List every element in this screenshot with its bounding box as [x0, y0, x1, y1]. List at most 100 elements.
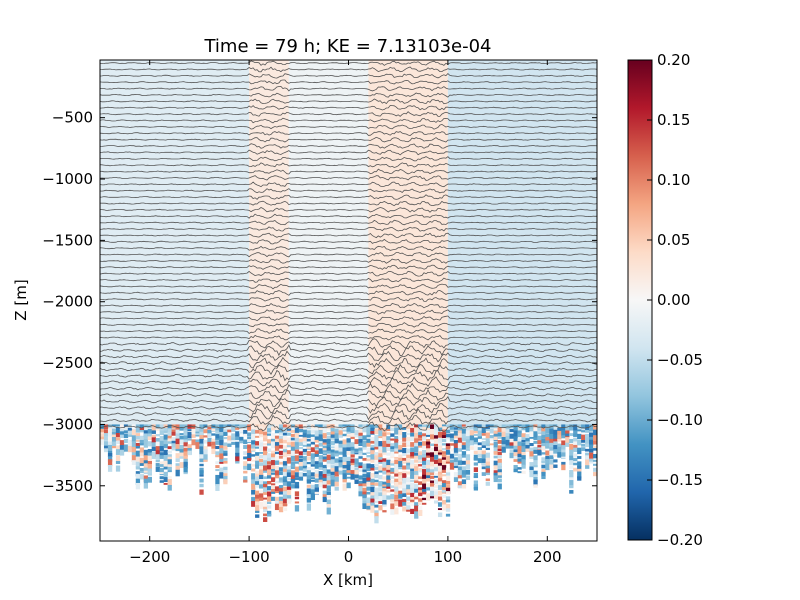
field-cell [589, 461, 594, 464]
field-cell [410, 442, 415, 447]
field-cell [394, 451, 399, 454]
field-cell [386, 475, 391, 481]
field-cell [314, 447, 319, 450]
field-cell [231, 433, 236, 441]
field-cell [314, 444, 319, 450]
y-tick-label: −3500 [42, 477, 93, 495]
field-cell [414, 446, 419, 453]
contour-line [100, 73, 597, 79]
field-cell [553, 445, 558, 451]
field-cell [342, 424, 347, 427]
field-cell [394, 442, 399, 450]
field-cell [314, 487, 319, 495]
field-cell [533, 465, 538, 468]
field-cell [270, 444, 276, 449]
field-cell [445, 484, 451, 489]
field-cell [263, 450, 268, 458]
field-cell [449, 453, 455, 459]
field-cell [326, 480, 331, 485]
field-cell [259, 429, 264, 437]
field-cell [386, 429, 391, 432]
field-cell [155, 466, 160, 472]
field-cell [139, 439, 145, 445]
field-cell [370, 505, 375, 513]
field-cell [103, 429, 109, 435]
field-cell [529, 466, 534, 473]
field-cell [346, 427, 351, 434]
field-cell [541, 464, 546, 469]
field-cell [505, 436, 510, 443]
field-cell [485, 468, 490, 475]
field-cell [286, 465, 292, 471]
field-cell [533, 449, 538, 454]
field-cell [489, 443, 494, 446]
field-cell [147, 428, 152, 436]
field-cell [147, 476, 152, 483]
field-cell [270, 427, 276, 431]
field-cell [255, 476, 260, 483]
field-cell [282, 439, 288, 444]
field-cell [513, 468, 518, 473]
field-cell [430, 443, 435, 446]
field-cell [378, 470, 383, 473]
field-cell [223, 431, 228, 436]
field-cell [370, 502, 375, 508]
field-cell [159, 480, 164, 483]
field-cell [199, 435, 204, 440]
field-cell [386, 436, 391, 442]
field-cell [493, 475, 498, 483]
field-cell [167, 431, 172, 436]
contour-line [100, 302, 597, 309]
field-cell [314, 473, 319, 478]
field-cell [406, 462, 411, 466]
field-cell [342, 439, 347, 446]
field-cell [107, 453, 113, 458]
field-cell [461, 470, 467, 477]
field-cell [433, 479, 439, 485]
field-cell [263, 509, 268, 513]
field-cell [298, 438, 304, 443]
field-cell [322, 468, 327, 475]
field-cell [207, 433, 212, 438]
contour-line [100, 382, 597, 394]
field-cell [414, 494, 419, 499]
field-cell [477, 450, 482, 455]
field-cell [179, 424, 184, 429]
field-cell [394, 459, 399, 467]
field-cell [326, 432, 331, 436]
field-cell [342, 479, 347, 483]
contour-line [100, 168, 597, 175]
x-tick-label: 100 [434, 548, 463, 566]
field-cell [326, 438, 331, 445]
field-cell [302, 472, 308, 477]
field-cell [266, 496, 272, 502]
field-cell [473, 424, 479, 430]
field-cell [151, 442, 156, 448]
field-cell [430, 469, 435, 475]
field-cell [414, 442, 419, 448]
contour-line [100, 226, 597, 232]
colorbar: 0.200.150.100.050.00−0.05−0.10−0.15−0.20 [627, 51, 703, 549]
field-cell [414, 505, 419, 513]
field-cell [175, 436, 180, 442]
field-cell [549, 442, 554, 449]
field-cell [445, 475, 451, 480]
field-cell [402, 477, 407, 485]
field-cell [386, 424, 391, 431]
field-cell [513, 441, 518, 448]
field-cell [243, 470, 248, 474]
field-cell [259, 462, 264, 469]
field-cell [219, 461, 224, 464]
field-cell [374, 487, 379, 493]
field-cell [465, 424, 471, 430]
field-cell [406, 501, 411, 505]
field-cell [374, 452, 379, 457]
field-cell [131, 446, 137, 453]
field-cell [362, 503, 367, 509]
field-cell [310, 467, 316, 471]
field-cell [270, 496, 276, 501]
field-cell [302, 452, 308, 455]
field-cell [215, 474, 220, 481]
field-cell [565, 424, 570, 431]
field-cell [437, 512, 443, 518]
